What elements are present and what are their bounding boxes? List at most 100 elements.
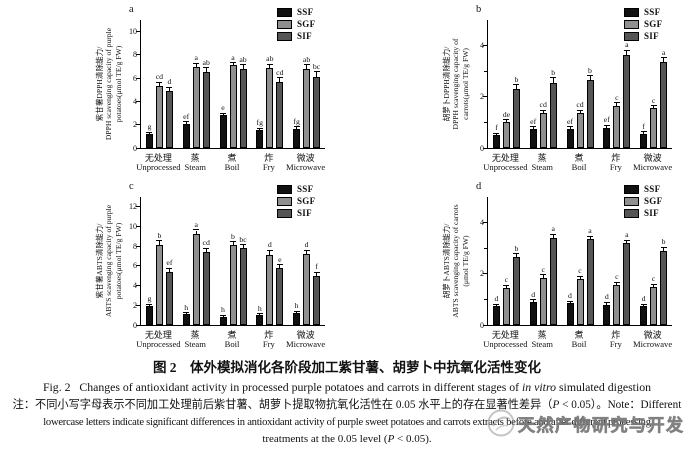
caption-en-part2: simulated digestion <box>556 380 652 394</box>
bar-sgf-boil <box>576 113 584 148</box>
x-label-zh: 煮 <box>227 330 237 340</box>
error-bar-cap <box>193 62 200 64</box>
bar-sif-microwave <box>660 62 668 148</box>
error-bar-cap <box>493 303 500 305</box>
note3-part2: < 0.05). <box>394 433 432 445</box>
error-bar-cap <box>623 49 630 51</box>
legend-swatch <box>624 196 639 206</box>
x-label-zh: 炸 <box>611 153 621 163</box>
bar-ssf-boil <box>566 303 574 325</box>
error-bar-cap <box>256 313 263 315</box>
caption-en-part1: Fig. 2 Changes of antioxidant activity i… <box>42 380 523 394</box>
error-bar-cap <box>156 240 163 242</box>
y-tick-label: 12 <box>129 202 137 212</box>
error-bar-cap <box>550 77 557 79</box>
y-tick <box>136 265 140 267</box>
y-tick-label: 4 <box>133 281 137 291</box>
error-bar-cap <box>230 241 236 243</box>
error-bar-stem <box>306 65 308 69</box>
x-label-zh: 蒸 <box>537 330 547 340</box>
error-bar-cap <box>203 67 210 69</box>
significance-letter: d <box>604 292 609 302</box>
x-label-zh: 微波 <box>296 153 315 163</box>
legend: SSF SGF SIF <box>624 7 662 43</box>
y-tick-minor <box>484 298 487 300</box>
y-axis-label-en: DPPH scavenging capacity of carrots(μmol… <box>451 38 470 130</box>
plot-area: 0 2 4 6 8 10 g ef e fg fg cd a a ab ab d ab ab cd bc <box>129 20 325 153</box>
x-label-en: Unprocessed <box>483 162 528 172</box>
error-bar-stem <box>532 300 534 302</box>
error-bar-stem <box>269 250 271 255</box>
bar-sgf-boil <box>229 65 237 148</box>
x-label-en: Fry <box>609 339 622 349</box>
error-bar-cap <box>313 271 320 273</box>
y-tick <box>136 147 140 149</box>
caption-title-zh: 图 2 体外模拟消化各阶段加工紫甘薯、胡萝卜中抗氧化活性变化 <box>152 360 542 375</box>
significance-letter: a <box>661 47 666 57</box>
y-tick-label: 10 <box>129 222 137 232</box>
error-bar-cap <box>303 64 310 66</box>
x-label-zh: 煮 <box>227 153 237 163</box>
error-bar-stem <box>515 254 517 258</box>
x-label-en: Microwave <box>286 339 326 349</box>
panel-letter-c: c <box>129 181 134 192</box>
error-bar-stem <box>158 82 160 87</box>
y-tick-label: 10 <box>129 27 137 37</box>
bar-ssf-unprocessed <box>492 305 500 325</box>
error-bar-cap <box>660 57 667 59</box>
bar-sgf-unprocessed <box>155 86 163 148</box>
error-bar-stem <box>606 125 608 128</box>
x-label-zh: 煮 <box>574 153 584 163</box>
error-bar-cap <box>513 253 520 255</box>
error-bar-stem <box>542 110 544 114</box>
error-bar-cap <box>493 132 500 134</box>
error-bar-cap <box>276 264 283 266</box>
x-label-zh: 蒸 <box>537 153 547 163</box>
significance-letter: cd <box>202 238 210 248</box>
legend-swatch <box>277 19 292 29</box>
error-bar-stem <box>663 58 665 63</box>
legend-swatch <box>277 31 292 41</box>
bar-sif-microwave <box>660 250 668 325</box>
error-bar-cap <box>166 267 173 269</box>
y-tick <box>136 304 140 306</box>
error-bar-stem <box>168 268 170 272</box>
significance-letter: d <box>167 77 172 86</box>
legend-item-sif: SIF <box>277 31 315 41</box>
significance-letter: a <box>194 219 198 229</box>
bar-ssf-steam <box>529 301 537 325</box>
significance-letter: b <box>588 65 592 75</box>
error-bar-stem <box>569 127 571 129</box>
error-bar-stem <box>653 106 655 109</box>
bar-ssf-boil <box>219 317 227 325</box>
note1-part2: < 0.05）。Note：Different <box>559 399 682 411</box>
legend: SSF SGF SIF <box>277 184 315 220</box>
bar-ssf-microwave <box>640 133 648 148</box>
bar-sgf-steam <box>192 66 200 148</box>
bar-sif-steam <box>202 72 210 148</box>
legend-item-sif: SIF <box>624 208 662 218</box>
x-label-en: Fry <box>262 162 275 172</box>
x-label-zh: 无处理 <box>144 153 172 163</box>
legend: SSF SGF SIF <box>624 184 662 220</box>
error-bar-stem <box>495 133 497 136</box>
x-label-en: Boil <box>571 162 587 172</box>
bar-ssf-unprocessed <box>492 135 500 148</box>
error-bar-stem <box>552 234 554 238</box>
y-axis-label-zh: 胡萝卜DPPH清除能力/ <box>442 46 451 122</box>
y-tick <box>483 222 487 224</box>
error-bar-stem <box>606 303 608 305</box>
significance-letter: cd <box>155 72 164 82</box>
y-axis-label: 胡萝卜ABTS清除能力/ ABTS scavenging capacity of… <box>442 197 470 325</box>
note1-part1: 注：不同小写字母表示不同加工处理前后紫甘薯、胡萝卜提取物抗氧化活性在 0.05 … <box>12 399 553 411</box>
bar-sgf-fry <box>266 254 274 325</box>
y-tick-label: 4 <box>480 41 484 51</box>
error-bar-cap <box>220 112 226 114</box>
y-tick <box>136 226 140 228</box>
figure-caption: 图 2 体外模拟消化各阶段加工紫甘薯、胡萝卜中抗氧化活性变化 Fig. 2 Ch… <box>0 357 694 448</box>
error-bar-cap <box>567 300 573 302</box>
significance-letter: ef <box>530 116 537 126</box>
error-bar-stem <box>589 76 591 81</box>
